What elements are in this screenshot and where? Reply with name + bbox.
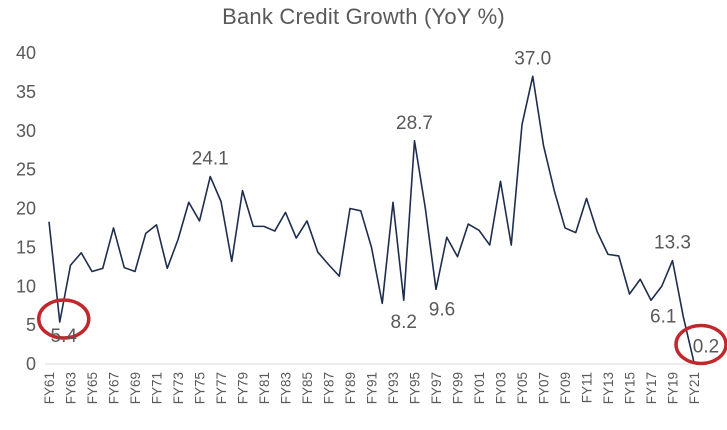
x-tick-label: FY75 — [193, 372, 208, 404]
x-tick-label: FY13 — [601, 372, 616, 404]
highlight-circle — [674, 323, 727, 366]
x-tick-label: FY97 — [429, 372, 444, 404]
y-tick-label: 10 — [16, 276, 36, 296]
x-tick-label: FY17 — [644, 372, 659, 404]
data-label: 8.2 — [391, 312, 417, 333]
x-tick-label: FY93 — [386, 372, 401, 404]
x-tick-label: FY61 — [42, 372, 57, 404]
y-tick-label: 25 — [16, 160, 36, 180]
data-label: 0.2 — [693, 336, 719, 357]
x-tick-label: FY79 — [236, 372, 251, 404]
x-tick-label: FY85 — [300, 372, 315, 404]
series-line — [48, 75, 695, 363]
x-tick-label: FY87 — [322, 372, 337, 404]
data-label: 9.6 — [429, 299, 455, 320]
data-label: 37.0 — [514, 48, 551, 69]
x-tick-label: FY89 — [343, 372, 358, 404]
y-tick-label: 35 — [16, 82, 36, 102]
x-tick-label: FY83 — [279, 372, 294, 404]
x-tick-label: FY07 — [537, 372, 552, 404]
x-tick-label: FY77 — [214, 372, 229, 404]
x-tick-label: FY63 — [64, 372, 79, 404]
x-tick-label: FY69 — [128, 372, 143, 404]
x-tick-label: FY11 — [580, 372, 595, 403]
data-label: 24.1 — [192, 149, 229, 170]
x-tick-label: FY03 — [494, 372, 509, 404]
x-tick-label: FY67 — [107, 372, 122, 404]
x-tick-label: FY01 — [472, 372, 487, 404]
x-tick-label: FY15 — [623, 372, 638, 404]
highlight-circle — [37, 298, 91, 340]
y-tick-label: 40 — [16, 43, 36, 63]
x-tick-label: FY19 — [666, 372, 681, 404]
x-tick-label: FY21 — [687, 372, 702, 404]
x-tick-label: FY73 — [171, 372, 186, 404]
x-tick-label: FY71 — [150, 372, 165, 404]
y-tick-label: 0 — [26, 354, 36, 374]
data-label: 13.3 — [654, 233, 691, 254]
y-tick-label: 20 — [16, 199, 36, 219]
chart-title: Bank Credit Growth (YoY %) — [222, 4, 505, 29]
y-tick-label: 15 — [16, 237, 36, 257]
x-axis-ticks: FY61 FY63 FY65 FY67 FY69 FY71 FY73 FY75 FY77 FY79… — [42, 372, 702, 404]
x-tick-label: FY09 — [558, 372, 573, 404]
x-tick-label: FY65 — [85, 372, 100, 404]
x-tick-label: FY05 — [515, 372, 530, 404]
x-tick-label: FY81 — [257, 372, 272, 404]
y-tick-label: 5 — [26, 315, 36, 335]
x-tick-label: FY91 — [365, 372, 380, 404]
highlight-circles — [37, 298, 727, 366]
data-label: 6.1 — [650, 307, 676, 328]
data-labels: 5.4 24.1 8.2 28.7 9.6 37.0 13.3 6.1 0.2 — [51, 48, 720, 357]
y-axis-ticks: 0 5 10 15 20 25 30 35 40 — [16, 43, 36, 374]
data-label: 5.4 — [51, 326, 78, 347]
x-tick-label: FY99 — [451, 372, 466, 404]
x-tick-label: FY95 — [408, 372, 423, 404]
data-label: 28.7 — [396, 113, 433, 134]
y-tick-label: 30 — [16, 121, 36, 141]
